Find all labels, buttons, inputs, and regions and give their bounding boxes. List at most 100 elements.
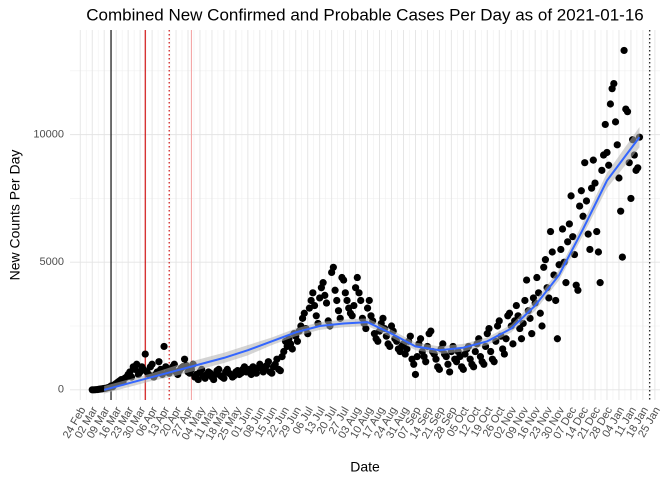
point: [576, 202, 584, 210]
point: [521, 296, 529, 305]
point: [310, 301, 319, 310]
chart-title: Combined New Confirmed and Probable Case…: [86, 5, 644, 24]
point: [276, 367, 284, 375]
point: [577, 187, 585, 195]
point: [194, 375, 202, 384]
point: [307, 296, 315, 305]
point: [386, 342, 394, 351]
point: [540, 263, 548, 271]
point: [490, 358, 498, 366]
point: [410, 360, 418, 368]
point: [309, 289, 317, 297]
point: [379, 314, 387, 322]
point: [350, 301, 358, 310]
point: [148, 360, 156, 368]
point: [536, 309, 544, 317]
point: [548, 248, 556, 256]
point: [516, 324, 524, 333]
point: [495, 317, 503, 325]
point: [610, 79, 618, 88]
point: [351, 284, 360, 292]
point: [331, 286, 339, 294]
point: [444, 360, 452, 368]
point: [215, 365, 223, 373]
point: [593, 227, 601, 236]
point: [541, 256, 550, 264]
trend-line: [103, 136, 641, 391]
point: [557, 245, 565, 254]
point: [469, 363, 478, 371]
point: [300, 309, 308, 317]
point: [459, 365, 467, 373]
point: [357, 296, 365, 305]
point: [411, 370, 420, 379]
point: [471, 347, 479, 356]
point: [569, 233, 577, 241]
point: [545, 294, 553, 302]
point: [546, 227, 555, 236]
x-axis-label: Date: [350, 459, 380, 475]
point: [584, 230, 592, 238]
y-tick-label: 0: [58, 384, 64, 396]
point: [321, 291, 329, 299]
point: [442, 353, 450, 361]
point: [288, 345, 296, 353]
point: [333, 296, 341, 305]
point: [586, 245, 594, 254]
point: [413, 353, 421, 361]
point: [517, 335, 526, 343]
point: [485, 324, 493, 333]
point: [180, 355, 189, 363]
point: [623, 108, 632, 116]
point: [334, 307, 343, 315]
point: [355, 289, 363, 297]
point: [160, 342, 168, 351]
point: [427, 327, 435, 335]
point: [598, 166, 606, 174]
point: [343, 296, 351, 305]
point: [363, 304, 372, 312]
point: [601, 120, 609, 129]
point: [512, 301, 520, 310]
point: [615, 174, 623, 182]
point: [591, 179, 599, 187]
point: [509, 340, 517, 348]
point: [567, 192, 575, 200]
point: [558, 225, 567, 233]
y-axis-label: New Counts Per Day: [7, 150, 23, 281]
point: [362, 324, 370, 333]
point: [422, 358, 430, 366]
point: [565, 220, 573, 228]
y-tick-label: 10000: [33, 129, 64, 141]
point: [416, 335, 425, 343]
point: [365, 296, 373, 305]
point: [432, 355, 440, 363]
point: [605, 161, 613, 169]
point: [322, 299, 331, 307]
point: [553, 335, 561, 343]
point: [564, 238, 572, 246]
point: [594, 248, 603, 256]
point: [480, 360, 488, 368]
point: [406, 332, 414, 340]
point: [329, 263, 337, 271]
point: [579, 212, 587, 220]
point: [439, 340, 447, 348]
point: [487, 347, 495, 356]
point: [533, 273, 541, 282]
point: [268, 369, 276, 377]
point: [574, 286, 582, 294]
point: [596, 279, 604, 287]
point: [435, 365, 443, 373]
point: [617, 207, 625, 215]
point: [589, 156, 597, 164]
point: [264, 358, 272, 366]
point: [155, 358, 163, 366]
point: [319, 279, 327, 287]
point: [627, 194, 635, 203]
point: [620, 46, 628, 55]
point: [293, 337, 302, 345]
point: [452, 358, 461, 366]
